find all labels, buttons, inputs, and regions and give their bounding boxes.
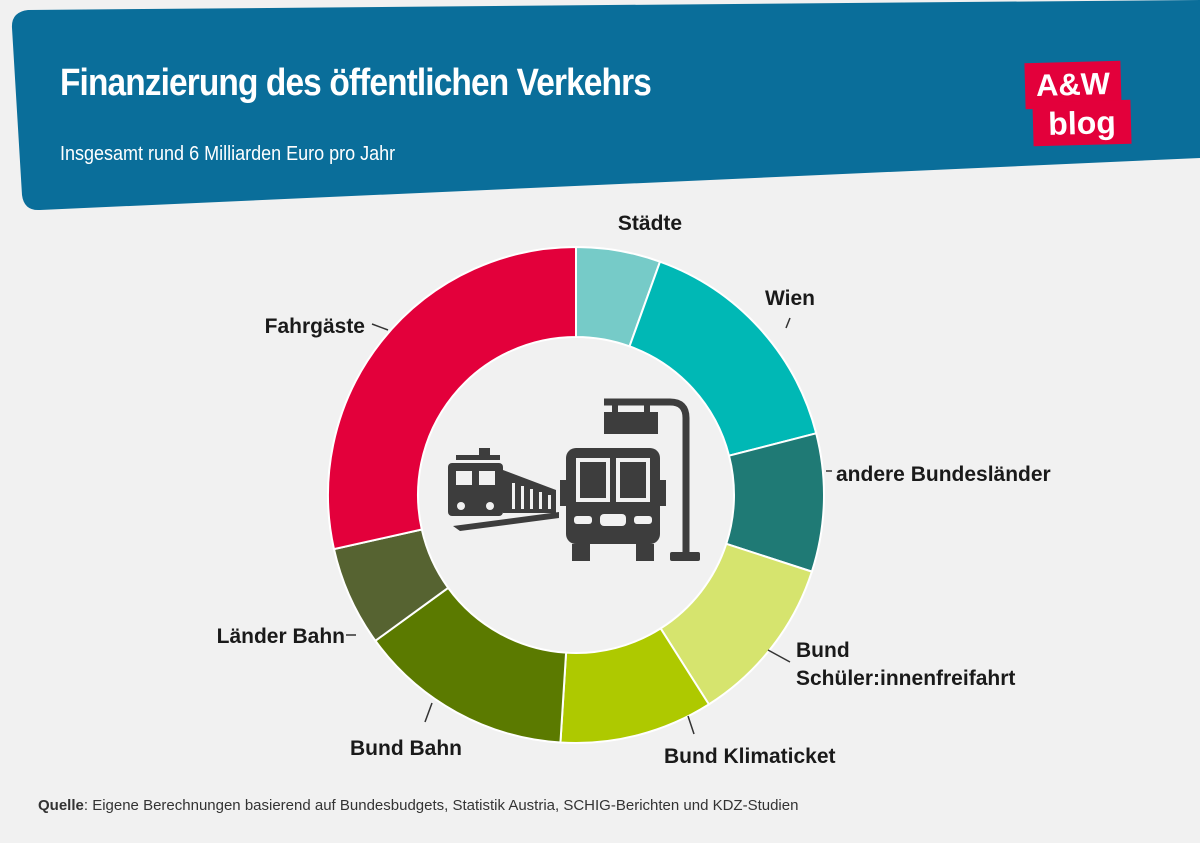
source-note: Quelle: Eigene Berechnungen basierend au… (38, 797, 798, 814)
slice-fahrgäste (327, 245, 577, 551)
leader-line (371, 323, 389, 331)
source-prefix: Quelle (38, 797, 84, 814)
slice-label: Bund Schüler:innenfreifahrt (796, 639, 1015, 690)
header-banner (11, 0, 1200, 211)
slice-label: Städte (618, 212, 682, 235)
leader-line (687, 715, 695, 735)
slice-label: Fahrgäste (265, 315, 365, 338)
leader-line (785, 317, 791, 329)
leader-line (424, 702, 433, 723)
slice-label: Länder Bahn (217, 625, 345, 648)
page-subtitle: Insgesamt rund 6 Milliarden Euro pro Jah… (60, 143, 396, 165)
leader-line (767, 649, 791, 663)
slice-label: Bund Klimaticket (664, 745, 836, 768)
slice-label: Wien (765, 287, 815, 310)
page-title: Finanzierung des öffentlichen Verkehrs (60, 62, 652, 104)
slice-label: Bund Bahn (350, 737, 462, 760)
source-text: : Eigene Berechnungen basierend auf Bund… (83, 797, 799, 814)
slice-label: andere Bundesländer (836, 463, 1051, 486)
public-transport-icon (448, 398, 700, 561)
